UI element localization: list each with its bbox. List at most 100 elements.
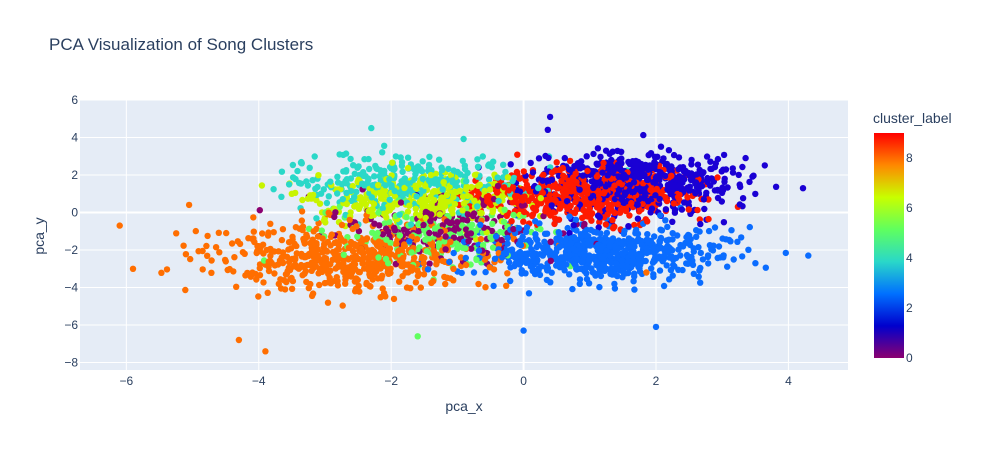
scatter-point	[517, 248, 524, 256]
scatter-point	[447, 172, 455, 179]
scatter-point	[799, 185, 807, 192]
scatter-point	[351, 261, 359, 268]
scatter-point	[187, 255, 194, 263]
scatter-point	[279, 226, 287, 233]
scatter-point	[668, 172, 675, 179]
scatter-point	[285, 246, 292, 253]
scatter-point	[652, 192, 659, 199]
scatter-point	[598, 244, 606, 251]
scatter-point	[597, 153, 604, 161]
scatter-point	[494, 174, 501, 181]
scatter-point	[711, 224, 719, 231]
scatter-point	[264, 232, 272, 239]
scatter-point	[459, 193, 467, 200]
scatter-point	[531, 267, 538, 274]
scatter-point	[338, 221, 346, 229]
scatter-point	[303, 231, 310, 238]
scatter-point	[369, 276, 376, 283]
scatter-point	[386, 196, 393, 203]
scatter-point	[739, 195, 747, 202]
scatter-point	[618, 206, 625, 213]
scatter-point	[512, 254, 519, 261]
scatter-point	[638, 241, 646, 249]
scatter-point	[277, 256, 285, 263]
scatter-point	[525, 197, 532, 204]
scatter-point	[192, 227, 199, 235]
scatter-point	[283, 270, 291, 277]
scatter-point	[396, 278, 403, 285]
scatter-point	[353, 188, 360, 195]
scatter-point	[546, 248, 553, 255]
scatter-point	[482, 284, 489, 291]
scatter-point	[308, 267, 315, 274]
scatter-point	[513, 198, 520, 206]
scatter-point	[772, 183, 780, 190]
scatter-point	[500, 174, 507, 181]
scatter-point	[521, 193, 528, 200]
scatter-point	[737, 183, 744, 191]
scatter-point	[463, 178, 470, 185]
x-tick-label: 4	[785, 374, 792, 388]
scatter-point	[547, 257, 554, 264]
scatter-point	[705, 227, 713, 235]
scatter-point	[622, 206, 630, 213]
scatter-point	[558, 177, 565, 185]
scatter-point	[618, 240, 626, 247]
scatter-point	[415, 228, 422, 235]
scatter-point	[414, 333, 421, 340]
scatter-point	[571, 209, 579, 217]
scatter-point	[116, 222, 123, 229]
scatter-point	[730, 256, 737, 263]
scatter-point	[288, 285, 296, 292]
scatter-point	[656, 239, 663, 246]
scatter-point	[618, 257, 626, 264]
y-tick-label: 4	[71, 131, 78, 145]
scatter-point	[398, 162, 406, 169]
scatter-point	[216, 249, 223, 256]
scatter-point	[694, 206, 701, 214]
scatter-point	[204, 252, 211, 259]
scatter-point	[420, 187, 427, 194]
scatter-point	[626, 243, 634, 250]
scatter-point	[343, 189, 350, 197]
scatter-point	[379, 272, 386, 279]
scatter-point	[315, 172, 322, 179]
scatter-point	[285, 239, 293, 246]
scatter-point	[611, 182, 618, 189]
scatter-point	[684, 194, 691, 201]
scatter-point	[643, 269, 650, 276]
y-tick-label: −2	[64, 243, 78, 257]
scatter-point	[365, 258, 373, 266]
scatter-point	[334, 173, 341, 180]
scatter-point	[353, 223, 360, 230]
scatter-point	[739, 163, 746, 171]
scatter-point	[253, 276, 260, 283]
scatter-point	[595, 224, 602, 231]
scatter-point	[441, 273, 448, 281]
scatter-point	[410, 165, 417, 173]
scatter-point	[553, 248, 560, 256]
scatter-point	[476, 181, 483, 188]
scatter-point	[614, 147, 621, 155]
scatter-point	[383, 236, 390, 243]
scatter-point	[608, 156, 615, 164]
scatter-point	[576, 186, 583, 193]
scatter-point	[548, 169, 556, 176]
x-axis-title: pca_x	[445, 398, 482, 414]
scatter-point	[267, 252, 274, 260]
scatter-point	[250, 228, 257, 235]
scatter-point	[508, 218, 515, 225]
scatter-point	[595, 188, 603, 195]
scatter-point	[421, 197, 428, 205]
scatter-point	[260, 250, 267, 257]
scatter-point	[129, 265, 137, 272]
scatter-point	[604, 172, 611, 179]
scatter-point	[742, 154, 749, 162]
scatter-point	[489, 244, 497, 251]
scatter-point	[298, 217, 305, 224]
scatter-point	[488, 227, 496, 235]
scatter-point	[212, 244, 220, 251]
scatter-point	[498, 236, 505, 244]
scatter-point	[309, 290, 317, 297]
scatter-point	[369, 182, 376, 189]
